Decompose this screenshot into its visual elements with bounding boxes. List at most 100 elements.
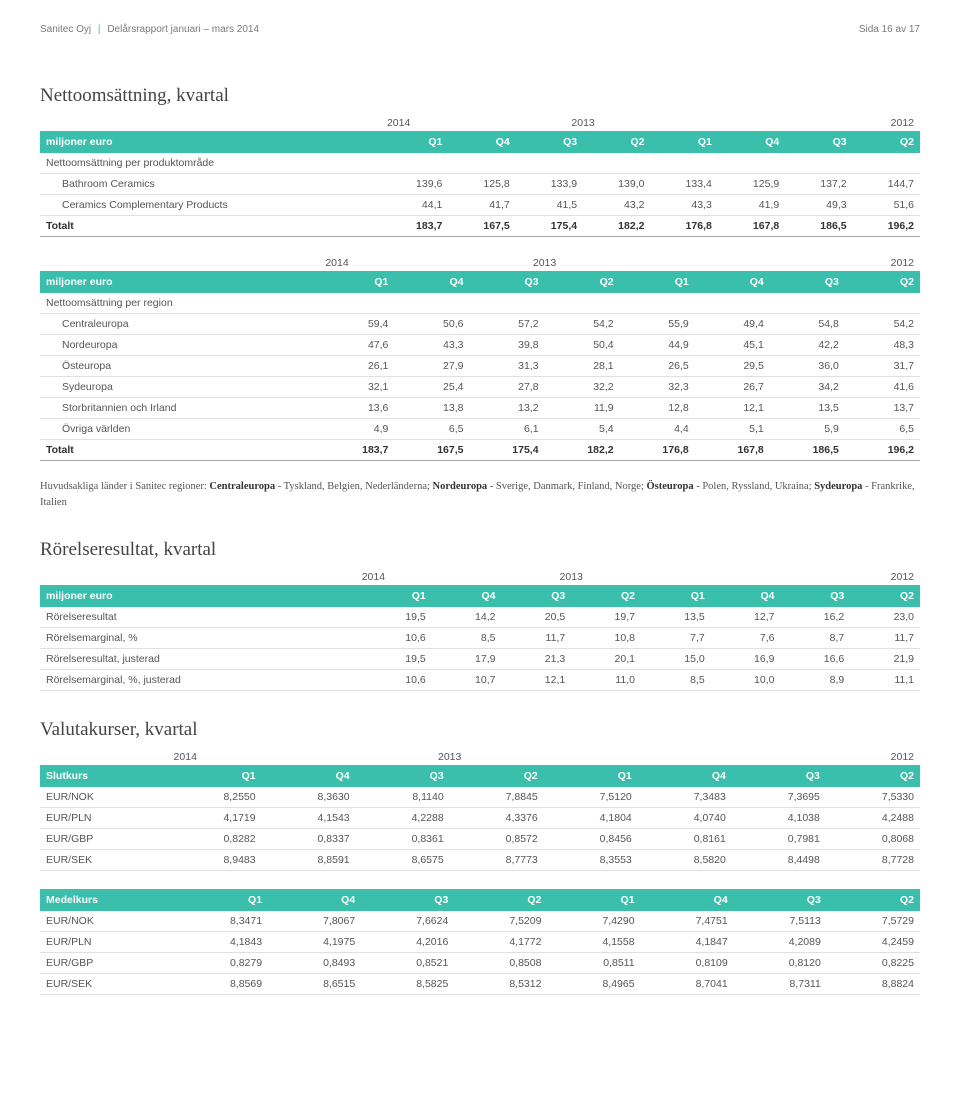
- table-cell: 10,8: [571, 627, 641, 648]
- table-cell: 59,4: [319, 314, 394, 335]
- table-body: Nettoomsättning per region Centraleuropa…: [40, 293, 920, 461]
- table-cell: 8,1140: [356, 787, 450, 808]
- table-cell: 13,8: [394, 398, 469, 419]
- header-left: Sanitec Oyj | Delårsrapport januari – ma…: [40, 24, 259, 35]
- table-row: EUR/NOK8,34717,80677,66247,52097,42907,4…: [40, 911, 920, 932]
- column-header: Q4: [394, 271, 469, 293]
- table-cell: 0,8337: [262, 828, 356, 849]
- table-cell: 32,3: [620, 377, 695, 398]
- table-cell: 186,5: [770, 440, 845, 461]
- table-cell: EUR/GBP: [40, 952, 175, 973]
- table-row: Östeuropa26,127,931,328,126,529,536,031,…: [40, 356, 920, 377]
- table-cell: 12,1: [695, 398, 770, 419]
- table-cell: 34,2: [770, 377, 845, 398]
- table-cell: 0,8361: [356, 828, 450, 849]
- table-cell: 15,0: [641, 648, 711, 669]
- table-cell: 4,2016: [361, 931, 454, 952]
- column-header: Q1: [319, 271, 394, 293]
- table-cell: 125,9: [718, 174, 785, 195]
- table-cell: 13,7: [845, 398, 920, 419]
- note-t1: - Tyskland, Belgien, Nederländerna;: [275, 481, 432, 492]
- table-cell: 176,8: [620, 440, 695, 461]
- note-t3: - Polen, Ryssland, Ukraina;: [694, 481, 815, 492]
- table-cell: 8,7728: [826, 849, 920, 870]
- table-cell: 11,9: [545, 398, 620, 419]
- table-cell: 54,2: [545, 314, 620, 335]
- table-cell: 4,1772: [454, 931, 547, 952]
- table-cell: 17,9: [432, 648, 502, 669]
- table-cell: 186,5: [785, 216, 852, 237]
- table-cell: 26,7: [695, 377, 770, 398]
- column-header: Q2: [845, 271, 920, 293]
- column-header-row: SlutkursQ1Q4Q3Q2Q1Q4Q3Q2: [40, 765, 920, 787]
- table-fx-average: MedelkursQ1Q4Q3Q2Q1Q4Q3Q2 EUR/NOK8,34717…: [40, 889, 920, 995]
- table-cell: 0,8572: [450, 828, 544, 849]
- table-cell: 8,8569: [175, 973, 268, 994]
- year-2013: 2013: [432, 569, 711, 585]
- table-cell: 21,9: [850, 648, 920, 669]
- table-cell: 13,6: [319, 398, 394, 419]
- table-cell: 10,0: [711, 669, 781, 690]
- column-header: Q4: [432, 585, 502, 607]
- table-cell: 54,2: [845, 314, 920, 335]
- year-row: 2014 2013 2012: [40, 255, 920, 271]
- column-header: Q3: [734, 889, 827, 911]
- table-cell: 4,1719: [168, 807, 262, 828]
- column-header-row: miljoner euroQ1Q4Q3Q2Q1Q4Q3Q2: [40, 585, 920, 607]
- column-header: Q4: [448, 131, 515, 153]
- company-name: Sanitec Oyj: [40, 24, 91, 35]
- table-row: Centraleuropa59,450,657,254,255,949,454,…: [40, 314, 920, 335]
- table-cell: 6,1: [469, 419, 544, 440]
- column-header: Q2: [450, 765, 544, 787]
- column-header: Q3: [770, 271, 845, 293]
- column-header: Q4: [638, 765, 732, 787]
- note-pre: Huvudsakliga länder i Sanitec regioner:: [40, 481, 209, 492]
- table-cell: 54,8: [770, 314, 845, 335]
- year-2014: 2014: [319, 255, 394, 271]
- table-cell: 5,9: [770, 419, 845, 440]
- table-row: EUR/SEK8,85698,65158,58258,53128,49658,7…: [40, 973, 920, 994]
- table-cell: 26,5: [620, 356, 695, 377]
- table-cell: 0,8508: [454, 952, 547, 973]
- table-cell: 43,3: [650, 195, 717, 216]
- table-cell: 7,6624: [361, 911, 454, 932]
- column-header: Q3: [469, 271, 544, 293]
- column-header: Q2: [850, 585, 920, 607]
- table-row: EUR/SEK8,94838,85918,65758,77738,35538,5…: [40, 849, 920, 870]
- column-header: miljoner euro: [40, 131, 381, 153]
- table-cell: 167,8: [718, 216, 785, 237]
- table-cell: 32,1: [319, 377, 394, 398]
- table-cell: 5,4: [545, 419, 620, 440]
- table-cell: 27,8: [469, 377, 544, 398]
- table-cell: 7,5113: [734, 911, 827, 932]
- column-header: Q1: [547, 889, 640, 911]
- table-cell: 8,5825: [361, 973, 454, 994]
- table-cell: 7,5729: [827, 911, 920, 932]
- table-cell: 8,4498: [732, 849, 826, 870]
- table-cell: Totalt: [40, 440, 319, 461]
- table-body: Nettoomsättning per produktområde Bathro…: [40, 153, 920, 237]
- table-cell: 0,8068: [826, 828, 920, 849]
- table-cell: Rörelseresultat, justerad: [40, 648, 356, 669]
- table-body: EUR/NOK8,34717,80677,66247,52097,42907,4…: [40, 911, 920, 995]
- column-header: Q3: [356, 765, 450, 787]
- table-cell: 42,2: [770, 335, 845, 356]
- table-cell: 133,4: [650, 174, 717, 195]
- column-header: Q1: [544, 765, 638, 787]
- table-cell: 0,8521: [361, 952, 454, 973]
- table-cell: 0,8456: [544, 828, 638, 849]
- table-cell: 4,1558: [547, 931, 640, 952]
- table-cell: 8,5820: [638, 849, 732, 870]
- table-cell: 6,5: [845, 419, 920, 440]
- table-row: Storbritannien och Irland13,613,813,211,…: [40, 398, 920, 419]
- table-row: Rörelsemarginal, %10,68,511,710,87,77,68…: [40, 627, 920, 648]
- table-cell: 8,3553: [544, 849, 638, 870]
- table-cell: 8,3471: [175, 911, 268, 932]
- table-cell: 0,8493: [268, 952, 361, 973]
- section-title-rorelseresultat: Rörelseresultat, kvartal: [40, 539, 920, 561]
- table-cell: 51,6: [853, 195, 920, 216]
- table-cell: 4,0740: [638, 807, 732, 828]
- table-cell: 167,8: [695, 440, 770, 461]
- table-cell: 44,1: [381, 195, 448, 216]
- column-header: Q3: [732, 765, 826, 787]
